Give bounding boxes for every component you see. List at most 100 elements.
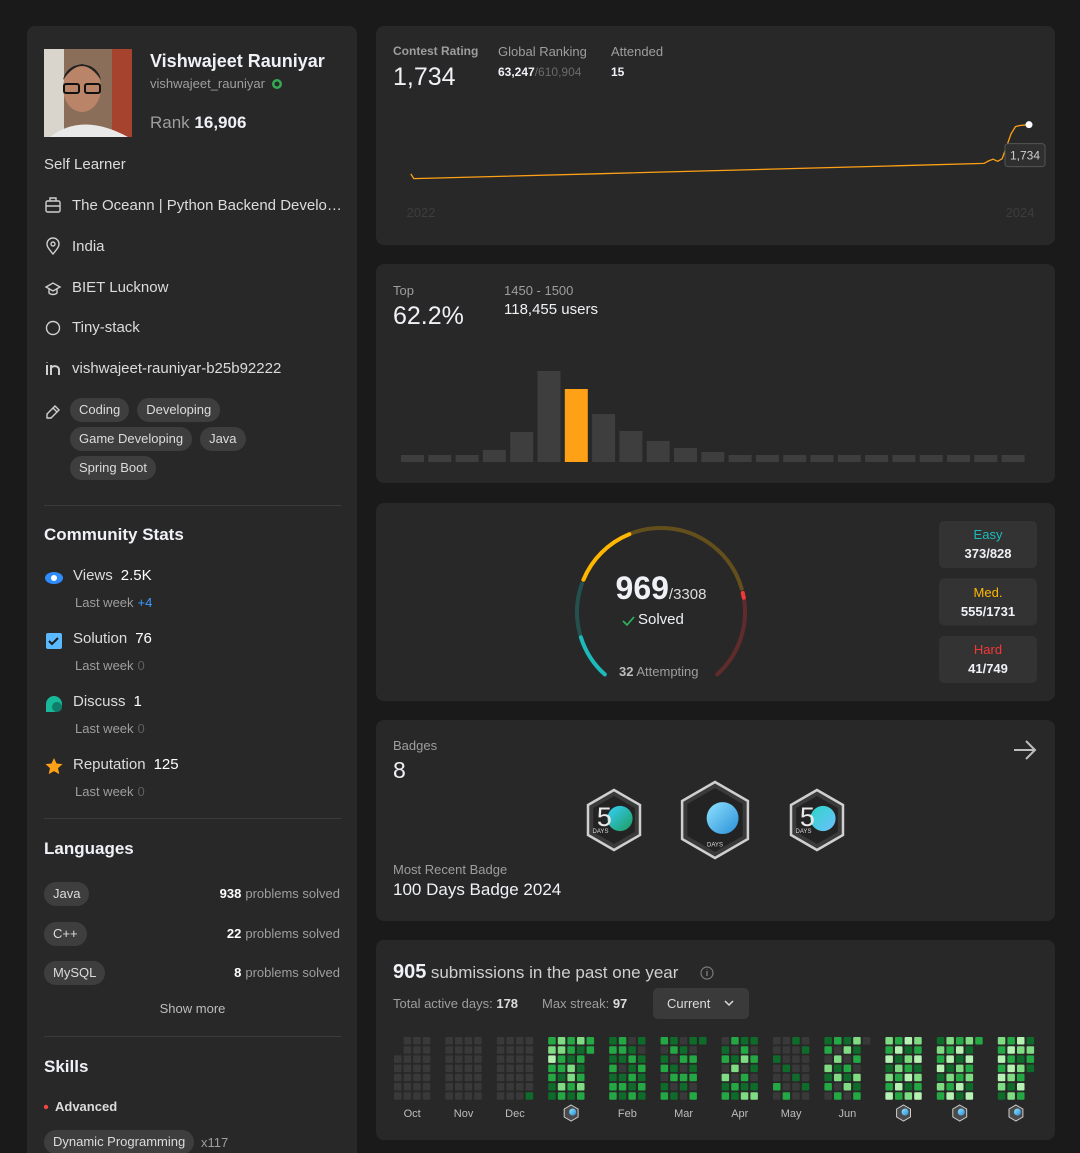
badge-digits: 5 bbox=[800, 802, 815, 832]
heatmap-cell bbox=[946, 1073, 954, 1082]
heatmap-cell bbox=[445, 1073, 453, 1082]
level-solved: 555 bbox=[960, 603, 983, 619]
tag: Coding bbox=[70, 398, 130, 422]
heatmap-cell bbox=[670, 1037, 678, 1045]
heatmap-cell bbox=[792, 1064, 800, 1073]
last-week-label: Last week bbox=[75, 595, 134, 610]
stat-label: Reputation bbox=[73, 756, 146, 773]
level-box bbox=[939, 521, 1037, 568]
heatmap-cell bbox=[660, 1092, 669, 1100]
histogram-bar bbox=[537, 371, 561, 462]
heatmap-cell bbox=[824, 1083, 832, 1091]
label: Badges bbox=[393, 738, 438, 753]
heatmap-cell bbox=[843, 1083, 852, 1091]
heatmap-cell bbox=[997, 1083, 1006, 1091]
heatmap-cell bbox=[782, 1037, 791, 1045]
stat-value: 2.5K bbox=[120, 567, 152, 584]
heatmap-cell bbox=[750, 1046, 758, 1054]
heatmap-cell bbox=[474, 1037, 482, 1045]
heatmap-cell bbox=[567, 1092, 575, 1100]
histogram-bar bbox=[837, 455, 861, 462]
heatmap-cell bbox=[834, 1073, 842, 1082]
heatmap-cell bbox=[609, 1046, 617, 1054]
rating-point bbox=[1025, 121, 1033, 129]
rating: 1,734 bbox=[393, 63, 456, 91]
name: Vishwajeet Rauniyar bbox=[150, 51, 325, 71]
heatmap-cell bbox=[628, 1083, 636, 1091]
heatmap-cell bbox=[638, 1073, 646, 1082]
heatmap-cell bbox=[413, 1064, 421, 1073]
heatmap-cell bbox=[895, 1046, 903, 1054]
select[interactable]: Current bbox=[667, 996, 711, 1011]
rank: Rank 16,906 bbox=[150, 113, 246, 133]
heatmap-cell bbox=[853, 1046, 861, 1054]
heatmap-cell bbox=[394, 1055, 402, 1063]
heatmap-cell bbox=[689, 1092, 697, 1100]
ring-progress bbox=[578, 635, 607, 677]
suffix: problems solved bbox=[245, 965, 340, 980]
heatmap-cell bbox=[834, 1064, 842, 1073]
heatmap-cell bbox=[557, 1092, 566, 1100]
separator: / bbox=[982, 603, 987, 619]
heatmap-cell bbox=[548, 1055, 556, 1063]
heatmap-cell bbox=[824, 1037, 832, 1045]
heatmap-cell bbox=[689, 1055, 697, 1063]
heatmap-cell bbox=[474, 1073, 482, 1082]
last-week: Last week 0 bbox=[75, 784, 145, 800]
heatmap-cell bbox=[782, 1073, 791, 1082]
heatmap-cell bbox=[474, 1083, 482, 1091]
histogram-bar bbox=[619, 431, 643, 462]
heatmap-cell bbox=[455, 1046, 463, 1054]
heatmap-cell bbox=[496, 1055, 505, 1063]
heatmap-cell bbox=[618, 1046, 627, 1054]
x-tick-label: 2024 bbox=[1006, 205, 1035, 220]
month-label: Dec bbox=[505, 1108, 525, 1120]
heatmap-cell bbox=[975, 1037, 983, 1045]
histogram-bar bbox=[646, 441, 670, 462]
heatmap-cell bbox=[577, 1083, 585, 1091]
heatmap-cell bbox=[862, 1037, 871, 1045]
linkedin[interactable]: vishwajeet-rauniyar-b25b92222 bbox=[72, 360, 282, 377]
heatmap-cell bbox=[689, 1073, 697, 1082]
heatmap-cell bbox=[801, 1064, 810, 1073]
heatmap-cell bbox=[403, 1037, 412, 1045]
heatmap-cell bbox=[946, 1083, 954, 1091]
heatmap-cell bbox=[740, 1083, 749, 1091]
heatmap-cell bbox=[1017, 1073, 1025, 1082]
heatmap-cell bbox=[914, 1037, 922, 1045]
heatmap-cell bbox=[455, 1037, 463, 1045]
heatmap-cell bbox=[740, 1046, 749, 1054]
last-week-value: 0 bbox=[137, 784, 145, 799]
heatmap-cell bbox=[445, 1055, 453, 1063]
solved-count: 969/3308 bbox=[561, 569, 761, 607]
heatmap-cell bbox=[914, 1064, 922, 1073]
heatmap-cell bbox=[413, 1046, 421, 1054]
heatmap-cell bbox=[895, 1055, 903, 1063]
github[interactable]: Tiny-stack bbox=[72, 319, 140, 336]
heatmap-cell bbox=[638, 1064, 646, 1073]
heatmap-cell bbox=[750, 1083, 758, 1091]
heatmap-cell bbox=[660, 1037, 669, 1045]
heatmap-cell bbox=[1007, 1064, 1015, 1073]
x-tick-label: 2022 bbox=[407, 205, 436, 220]
attended: 15 bbox=[611, 65, 625, 79]
show-more[interactable]: Show more bbox=[159, 1001, 226, 1016]
heatmap-cell bbox=[609, 1083, 617, 1091]
tooltip-box bbox=[1004, 143, 1046, 168]
stat-value: 125 bbox=[153, 756, 179, 773]
heatmap-cell bbox=[496, 1092, 505, 1100]
heatmap-cell bbox=[506, 1073, 514, 1082]
heatmap-cell bbox=[618, 1037, 627, 1045]
level-total: 1731 bbox=[986, 603, 1016, 619]
ranking: 63,247/610,904 bbox=[498, 65, 581, 79]
heatmap-cell bbox=[403, 1046, 412, 1054]
school: BIET Lucknow bbox=[72, 279, 169, 296]
heatmap-cell bbox=[506, 1037, 514, 1045]
heatmap-cell bbox=[936, 1055, 945, 1063]
heatmap-cell bbox=[792, 1046, 800, 1054]
histogram-bar bbox=[592, 414, 616, 462]
heatmap-cell bbox=[689, 1046, 697, 1054]
heatmap-cell bbox=[525, 1073, 534, 1082]
heatmap-cell bbox=[792, 1092, 800, 1100]
